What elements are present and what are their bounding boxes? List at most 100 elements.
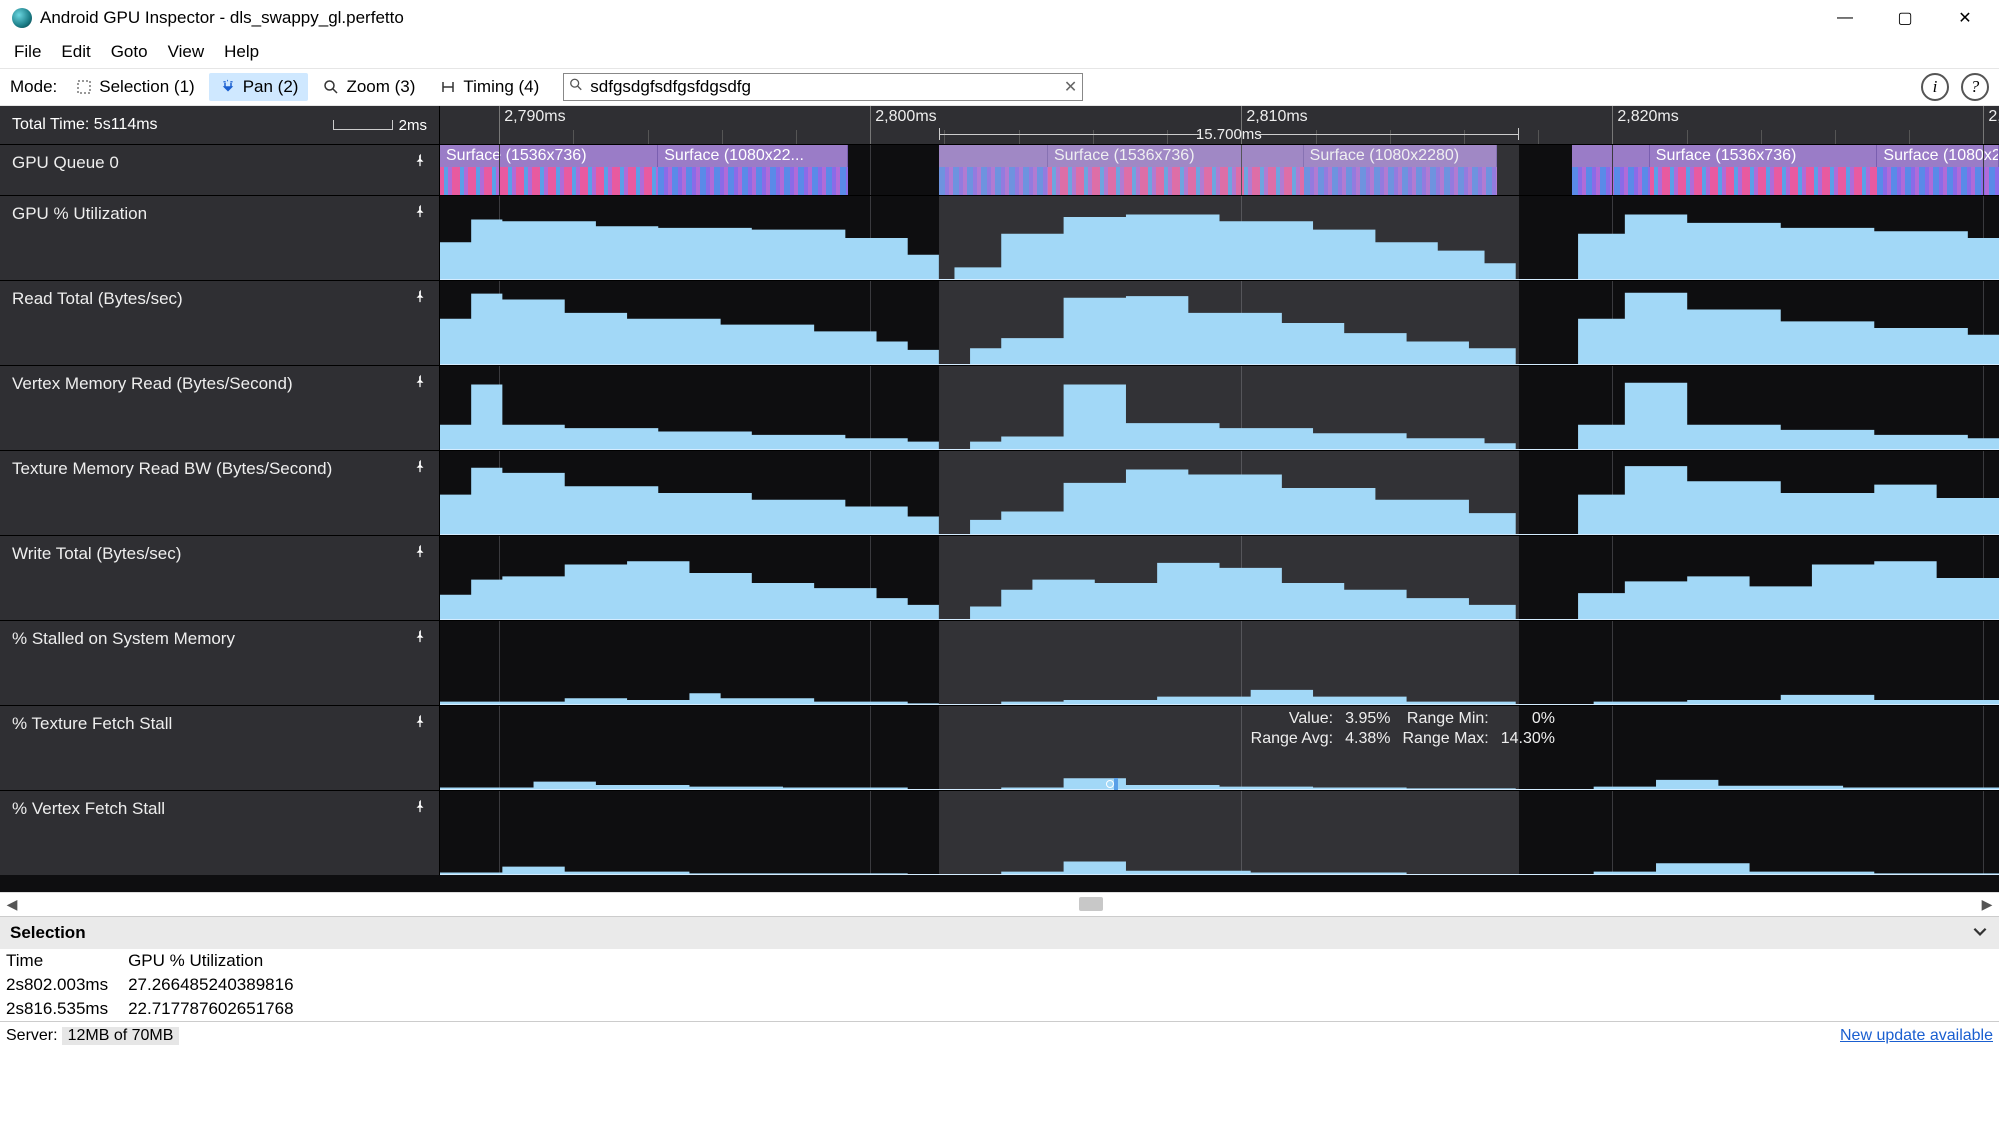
table-row[interactable]: 2s816.535ms 22.717787602651768 xyxy=(0,997,308,1021)
pin-icon[interactable] xyxy=(413,629,427,648)
track-label[interactable]: % Stalled on System Memory xyxy=(0,621,440,705)
selection-range-indicator: 15.700ms xyxy=(939,126,1519,142)
track-body[interactable] xyxy=(440,621,1999,705)
track-label[interactable]: GPU Queue 0 xyxy=(0,145,440,195)
zoom-icon xyxy=(322,78,340,96)
queue-block[interactable]: Surface (1536x736) xyxy=(1048,145,1304,195)
track-body[interactable] xyxy=(440,536,1999,620)
window-title: Android GPU Inspector - dls_swappy_gl.pe… xyxy=(40,8,404,28)
scale-label: 2ms xyxy=(399,117,427,134)
selection-col-value: GPU % Utilization xyxy=(122,949,307,973)
search-input[interactable] xyxy=(563,73,1083,101)
window-minimize-button[interactable]: ― xyxy=(1815,0,1875,36)
queue-block[interactable]: Surface (1536x736) xyxy=(1650,145,1878,195)
menu-edit[interactable]: Edit xyxy=(51,38,100,66)
ruler-tick: 2,830ms xyxy=(1983,106,1984,144)
queue-block[interactable]: Surface (1080x2280) xyxy=(1304,145,1497,195)
pin-icon[interactable] xyxy=(413,799,427,818)
help-button[interactable]: ? xyxy=(1961,73,1989,101)
track-row: Vertex Memory Read (Bytes/Second) xyxy=(0,365,1999,450)
scroll-right-arrow[interactable]: ▶ xyxy=(1975,893,1999,916)
time-ruler-body[interactable]: 2,790ms2,800ms2,810ms2,820ms2,830ms15.70… xyxy=(440,106,1999,144)
mode-label: Mode: xyxy=(6,77,61,97)
track-row: Read Total (Bytes/sec) xyxy=(0,280,1999,365)
window-maximize-button[interactable]: ▢ xyxy=(1875,0,1935,36)
mode-timing-label: Timing (4) xyxy=(463,77,539,97)
ruler-tick: 2,820ms xyxy=(1612,106,1613,144)
server-memory: 12MB of 70MB xyxy=(62,1027,180,1045)
track-row: GPU Queue 0Surface (1536x736)Surface (10… xyxy=(0,144,1999,195)
menu-help[interactable]: Help xyxy=(214,38,269,66)
track-label[interactable]: Read Total (Bytes/sec) xyxy=(0,281,440,365)
track-label[interactable]: Vertex Memory Read (Bytes/Second) xyxy=(0,366,440,450)
scroll-left-arrow[interactable]: ◀ xyxy=(0,893,24,916)
mode-pan-label: Pan (2) xyxy=(243,77,299,97)
pan-icon xyxy=(219,78,237,96)
queue-block[interactable]: Surface (1080x22... xyxy=(658,145,848,195)
clear-search-icon[interactable]: ✕ xyxy=(1064,77,1077,97)
mode-pan-button[interactable]: Pan (2) xyxy=(209,73,309,101)
track-row: % Vertex Fetch Stall xyxy=(0,790,1999,875)
selection-panel-title: Selection xyxy=(10,923,86,943)
pin-icon[interactable] xyxy=(413,289,427,308)
ruler-tick: 2,800ms xyxy=(870,106,871,144)
chevron-down-icon[interactable] xyxy=(1971,922,1989,945)
status-bar: Server: 12MB of 70MB New update availabl… xyxy=(0,1021,1999,1049)
track-row: Texture Memory Read BW (Bytes/Second) xyxy=(0,450,1999,535)
pin-icon[interactable] xyxy=(413,374,427,393)
mode-selection-button[interactable]: Selection (1) xyxy=(65,73,204,101)
selection-panel-header[interactable]: Selection xyxy=(0,917,1999,949)
track-label[interactable]: Texture Memory Read BW (Bytes/Second) xyxy=(0,451,440,535)
scale-indicator: 2ms xyxy=(333,117,427,134)
update-link[interactable]: New update available xyxy=(1840,1027,1993,1045)
track-body[interactable] xyxy=(440,281,1999,365)
track-body[interactable] xyxy=(440,451,1999,535)
scroll-thumb[interactable] xyxy=(1079,897,1103,911)
pin-icon[interactable] xyxy=(413,714,427,733)
mode-zoom-label: Zoom (3) xyxy=(346,77,415,97)
selection-icon xyxy=(75,78,93,96)
queue-block[interactable] xyxy=(1572,145,1650,195)
info-button[interactable]: i xyxy=(1921,73,1949,101)
menu-view[interactable]: View xyxy=(158,38,215,66)
mode-timing-button[interactable]: Timing (4) xyxy=(429,73,549,101)
track-row: GPU % Utilization xyxy=(0,195,1999,280)
menu-goto[interactable]: Goto xyxy=(101,38,158,66)
track-body[interactable]: Surface (1536x736)Surface (1080x22...Sur… xyxy=(440,145,1999,195)
track-label[interactable]: % Vertex Fetch Stall xyxy=(0,791,440,875)
track-label[interactable]: GPU % Utilization xyxy=(0,196,440,280)
track-body[interactable] xyxy=(440,366,1999,450)
track-row: Write Total (Bytes/sec) xyxy=(0,535,1999,620)
toolbar: Mode: Selection (1) Pan (2) Zoom (3) Tim… xyxy=(0,68,1999,106)
search-icon xyxy=(569,78,583,97)
track-body[interactable]: Value:3.95%Range Min:0%Range Avg:4.38%Ra… xyxy=(440,706,1999,790)
pin-icon[interactable] xyxy=(413,153,427,172)
track-body[interactable] xyxy=(440,196,1999,280)
queue-block[interactable] xyxy=(939,145,1048,195)
mode-selection-label: Selection (1) xyxy=(99,77,194,97)
selection-col-time: Time xyxy=(0,949,122,973)
tracks-container: GPU Queue 0Surface (1536x736)Surface (10… xyxy=(0,144,1999,892)
track-body[interactable] xyxy=(440,791,1999,875)
horizontal-scrollbar[interactable]: ◀ ▶ xyxy=(0,892,1999,916)
queue-block[interactable]: Surface (1080x22... xyxy=(1877,145,1999,195)
table-row[interactable]: 2s802.003ms 27.266485240389816 xyxy=(0,973,308,997)
mode-zoom-button[interactable]: Zoom (3) xyxy=(312,73,425,101)
timing-icon xyxy=(439,78,457,96)
queue-block[interactable]: Surface (1536x736) xyxy=(440,145,658,195)
total-time-label: Total Time: 5s114ms xyxy=(12,116,158,134)
track-row: % Texture Fetch Stall Value:3.95%Range Mi… xyxy=(0,705,1999,790)
menu-file[interactable]: File xyxy=(4,38,51,66)
track-label[interactable]: % Texture Fetch Stall xyxy=(0,706,440,790)
selection-panel: Selection Time GPU % Utilization 2s802.0… xyxy=(0,916,1999,1021)
value-tooltip: Value:3.95%Range Min:0%Range Avg:4.38%Ra… xyxy=(1251,710,1555,748)
menu-bar: File Edit Goto View Help xyxy=(0,36,1999,68)
pin-icon[interactable] xyxy=(413,459,427,478)
server-label: Server: xyxy=(6,1027,58,1045)
window-close-button[interactable]: ✕ xyxy=(1935,0,1995,36)
title-bar: Android GPU Inspector - dls_swappy_gl.pe… xyxy=(0,0,1999,36)
pin-icon[interactable] xyxy=(413,544,427,563)
track-label[interactable]: Write Total (Bytes/sec) xyxy=(0,536,440,620)
timeline[interactable]: Total Time: 5s114ms 2ms 2,790ms2,800ms2,… xyxy=(0,106,1999,892)
pin-icon[interactable] xyxy=(413,204,427,223)
